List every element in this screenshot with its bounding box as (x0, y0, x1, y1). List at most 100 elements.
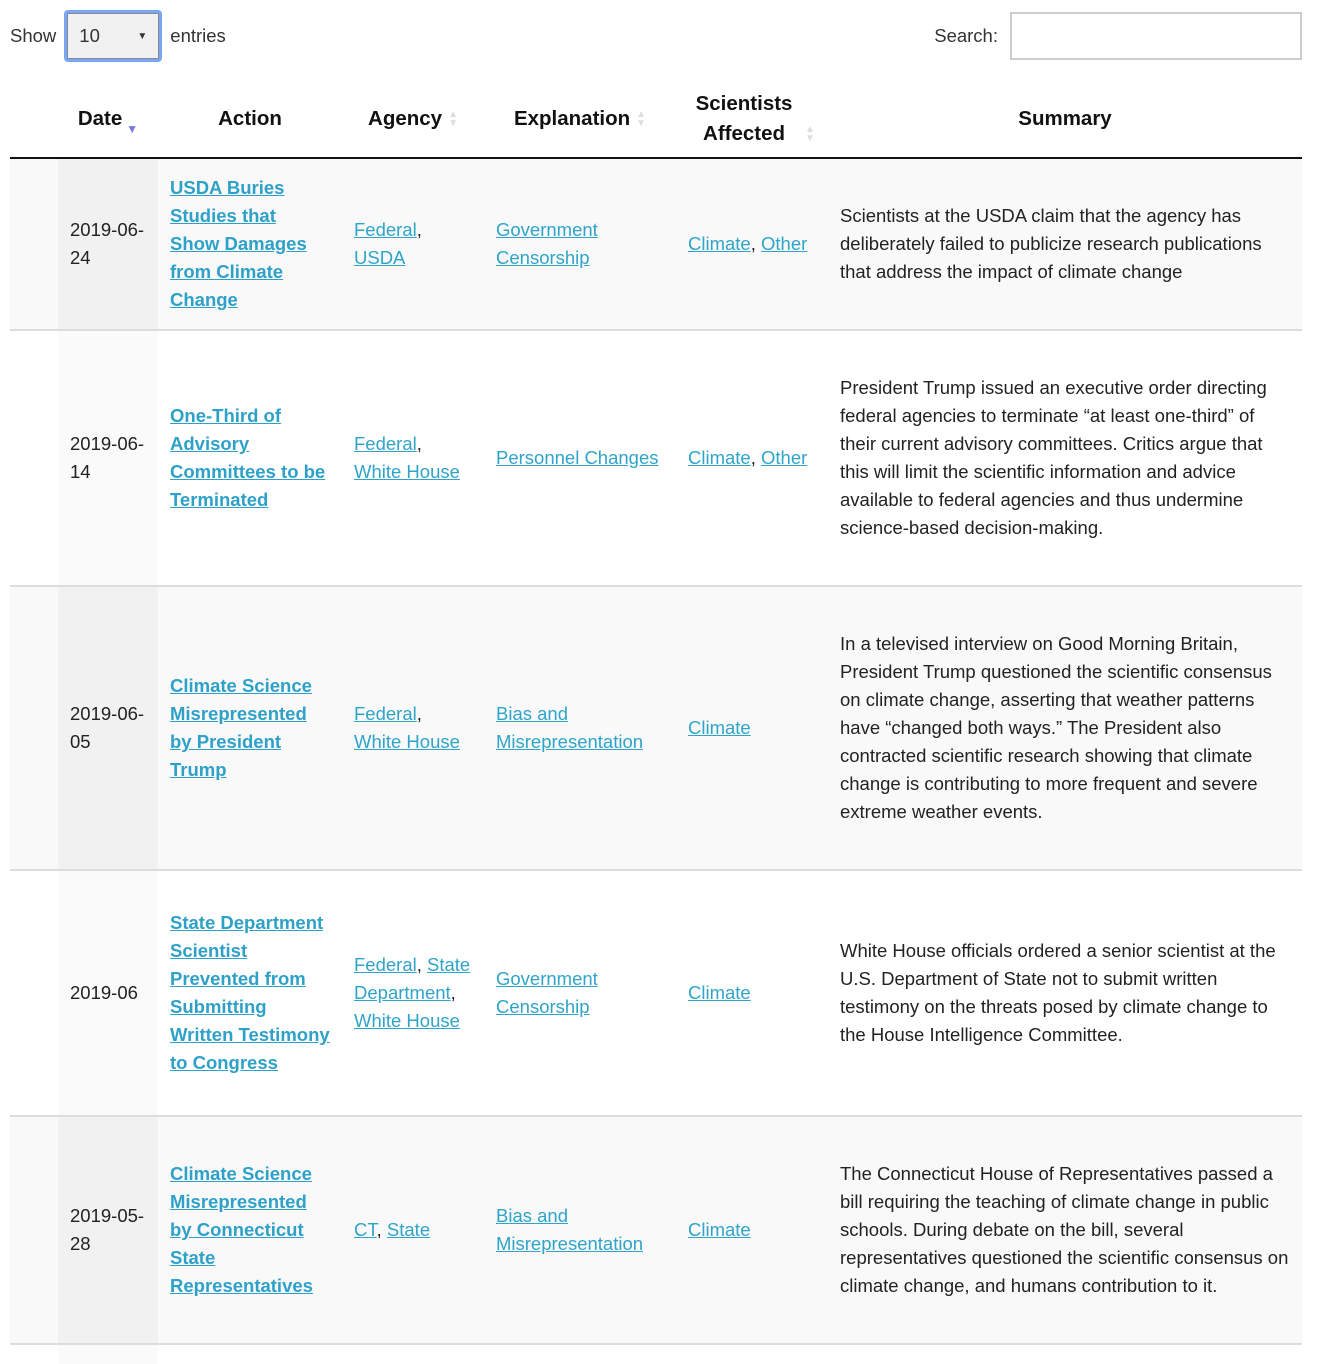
explanation-cell: Personnel Changes (484, 330, 676, 587)
sort-both-icon: ▲ ▼ (805, 124, 815, 145)
summary-cell: President Trump issued an executive orde… (828, 330, 1302, 587)
summary-cell: In a televised interview on Good Morning… (828, 586, 1302, 871)
date-cell: 2019-05-28 (58, 1116, 158, 1345)
explanation-cell: Bias and Misrepresentation (484, 1116, 676, 1345)
table-row: 2019-06 State Department Scientist Preven… (10, 870, 1302, 1117)
agency-link[interactable]: Federal (354, 703, 417, 724)
date-cell: 2019-06-14 (58, 330, 158, 587)
summary-cell: The Connecticut House of Representatives… (828, 1116, 1302, 1345)
scientists-link[interactable]: Climate (688, 982, 751, 1003)
agency-cell: Federal, State Department, White House (342, 870, 484, 1117)
agency-link[interactable]: Federal (354, 433, 417, 454)
empty-cell (58, 1344, 158, 1364)
explanation-link[interactable]: Personnel Changes (496, 447, 659, 468)
table-row-partial (10, 1344, 1302, 1364)
action-link[interactable]: Climate Science Misrepresented by Connec… (170, 1163, 313, 1296)
empty-cell (484, 1344, 676, 1364)
scientists-link[interactable]: Other (761, 447, 808, 468)
blank-cell (10, 1116, 58, 1345)
entries-value: 10 (79, 25, 100, 46)
column-header-explanation[interactable]: Explanation ▲ ▼ (484, 80, 676, 159)
sort-both-icon: ▲ ▼ (636, 109, 647, 130)
explanation-cell: Government Censorship (484, 870, 676, 1117)
explanation-link[interactable]: Bias and Misrepresentation (496, 703, 644, 752)
agency-link[interactable]: State (386, 1219, 431, 1240)
table-row: 2019-06-05 Climate Science Misrepresented… (10, 586, 1302, 871)
action-link[interactable]: One-Third of Advisory Committees to be T… (170, 405, 326, 510)
empty-cell (676, 1344, 828, 1364)
actions-table: Date ▼ Action Agency ▲ ▼ Explanation ▲ ▼ Scie… (10, 80, 1302, 1364)
agency-link[interactable]: State Department (354, 954, 471, 1003)
empty-cell (342, 1344, 484, 1364)
header-label: Agency (368, 106, 443, 130)
action-cell: Climate Science Misrepresented by Connec… (158, 1116, 342, 1345)
agency-link[interactable]: White House (354, 731, 460, 752)
column-header-summary: Summary (828, 80, 1302, 159)
column-header-action: Action (158, 80, 342, 159)
column-header-agency[interactable]: Agency ▲ ▼ (342, 80, 484, 159)
header-label: Summary (1018, 106, 1112, 130)
scientists-link[interactable]: Climate (688, 233, 751, 254)
search-input[interactable] (1010, 12, 1302, 60)
scientists-link[interactable]: Other (761, 233, 808, 254)
date-cell: 2019-06-24 (58, 158, 158, 331)
entries-label: entries (170, 25, 226, 46)
caret-down-icon: ▼ (137, 30, 148, 42)
column-header-scientists[interactable]: Scientists Affected ▲ ▼ (676, 80, 828, 159)
agency-link[interactable]: Federal (354, 219, 417, 240)
scientists-link[interactable]: Climate (688, 1219, 751, 1240)
action-cell: USDA Buries Studies that Show Damages fr… (158, 158, 342, 331)
action-cell: Climate Science Misrepresented by Presid… (158, 586, 342, 871)
explanation-link[interactable]: Government Censorship (496, 968, 598, 1017)
entries-select[interactable]: 10 ▼ (64, 10, 163, 62)
scientists-cell: Climate, Other (676, 158, 828, 331)
agency-cell: CT, State (342, 1116, 484, 1345)
table-row: 2019-06-24 USDA Buries Studies that Show … (10, 158, 1302, 331)
action-link[interactable]: USDA Buries Studies that Show Damages fr… (170, 177, 307, 310)
show-label: Show (10, 25, 57, 46)
table-row: 2019-05-28 Climate Science Misrepresented… (10, 1116, 1302, 1345)
column-header-blank (10, 80, 58, 159)
blank-cell (10, 330, 58, 587)
explanation-cell: Bias and Misrepresentation (484, 586, 676, 871)
table-row: 2019-06-14 One-Third of Advisory Committe… (10, 330, 1302, 587)
agency-link[interactable]: White House (354, 461, 460, 482)
explanation-cell: Government Censorship (484, 158, 676, 331)
header-label: Scientists Affected (695, 91, 793, 145)
scientists-cell: Climate, Other (676, 330, 828, 587)
agency-link[interactable]: Federal (354, 954, 417, 975)
scientists-link[interactable]: Climate (688, 717, 751, 738)
action-cell: State Department Scientist Prevented fro… (158, 870, 342, 1117)
agency-cell: Federal, White House (342, 586, 484, 871)
action-link[interactable]: Climate Science Misrepresented by Presid… (170, 675, 312, 780)
sort-desc-icon: ▼ (126, 121, 139, 136)
sort-both-icon: ▲ ▼ (448, 109, 458, 130)
agency-cell: Federal, White House (342, 330, 484, 587)
blank-cell (10, 870, 58, 1117)
scientists-link[interactable]: Climate (688, 447, 751, 468)
agency-link[interactable]: CT (354, 1219, 377, 1240)
agency-cell: Federal, USDA (342, 158, 484, 331)
scientists-cell: Climate (676, 1116, 828, 1345)
header-label: Explanation (513, 106, 631, 130)
column-header-date[interactable]: Date ▼ (58, 80, 158, 159)
action-link[interactable]: State Department Scientist Prevented fro… (170, 912, 330, 1073)
empty-cell (10, 1344, 58, 1364)
explanation-link[interactable]: Bias and Misrepresentation (496, 1205, 644, 1254)
agency-link[interactable]: White House (354, 1010, 460, 1031)
empty-cell (828, 1344, 1302, 1364)
date-cell: 2019-06 (58, 870, 158, 1117)
agency-link[interactable]: USDA (354, 247, 406, 268)
summary-cell: White House officials ordered a senior s… (828, 870, 1302, 1117)
search-label: Search: (934, 25, 998, 46)
header-label: Date (77, 106, 123, 130)
length-control: Show 10 ▼ entries (10, 10, 226, 62)
empty-cell (158, 1344, 342, 1364)
date-cell: 2019-06-05 (58, 586, 158, 871)
header-label: Action (218, 106, 282, 130)
scientists-cell: Climate (676, 586, 828, 871)
explanation-link[interactable]: Government Censorship (496, 219, 598, 268)
action-cell: One-Third of Advisory Committees to be T… (158, 330, 342, 587)
table-controls: Show 10 ▼ entries Search: (0, 0, 1318, 80)
blank-cell (10, 586, 58, 871)
